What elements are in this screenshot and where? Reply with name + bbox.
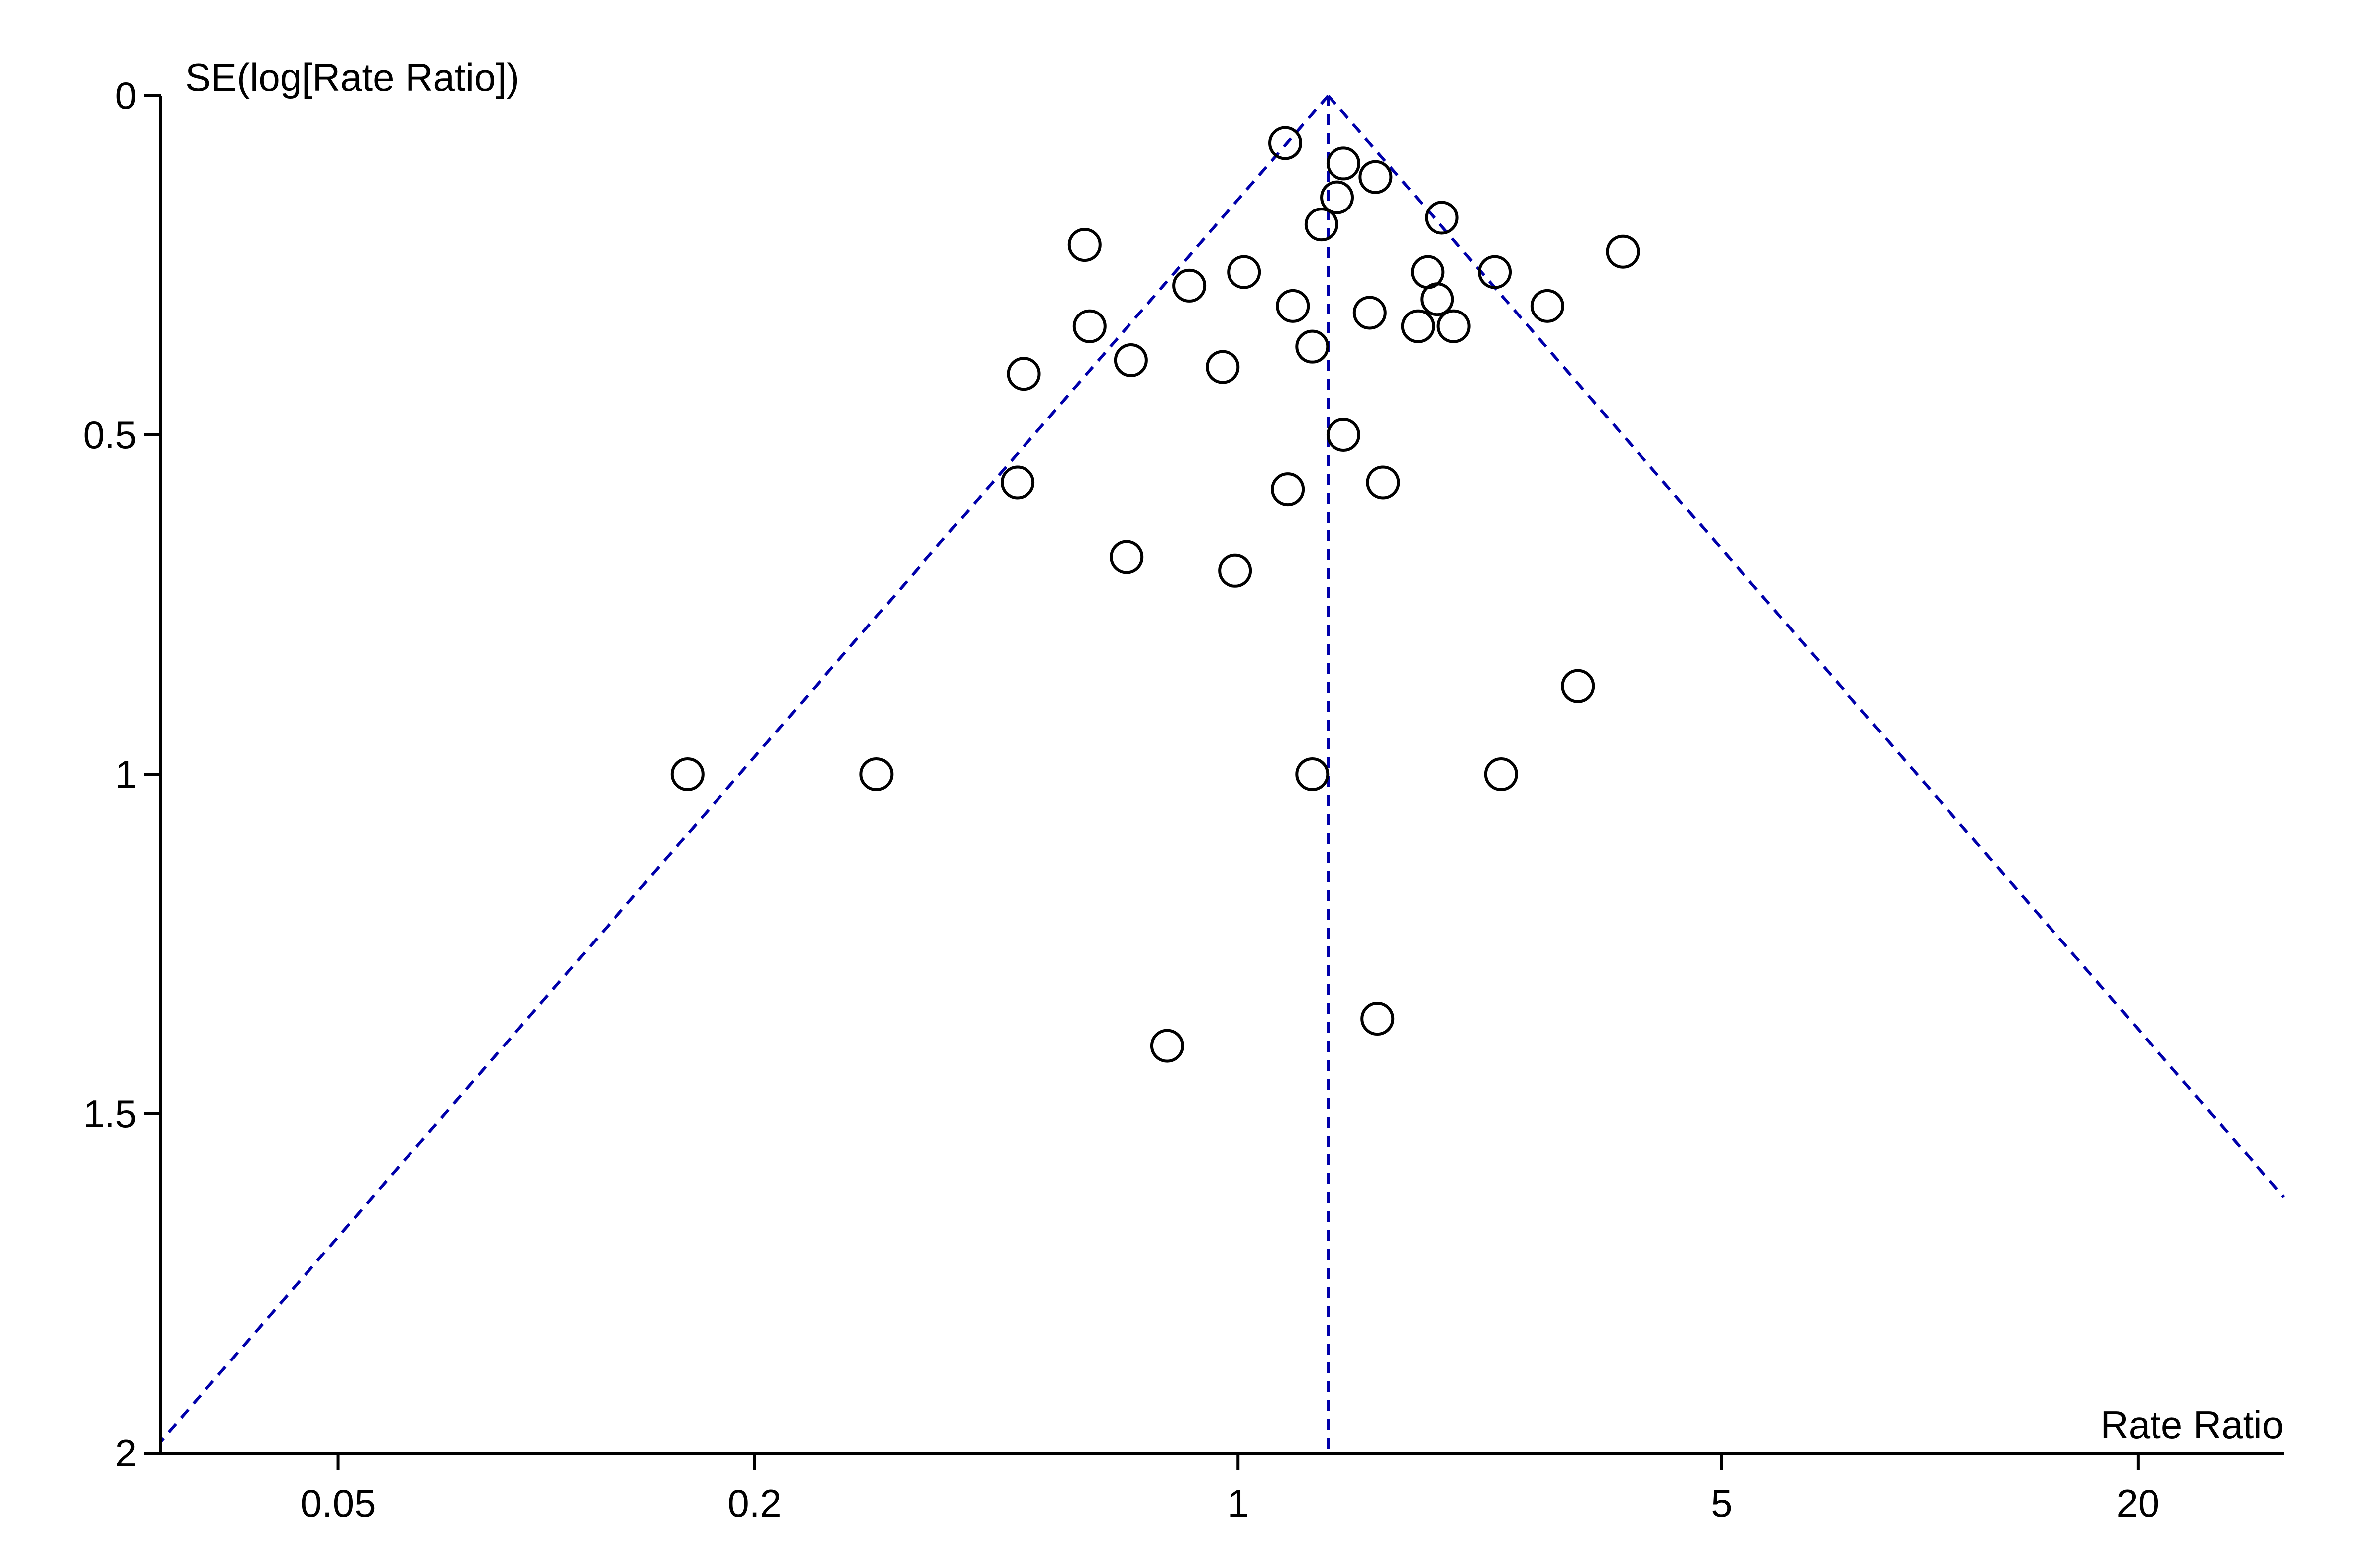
y-tick-label: 0 xyxy=(115,74,137,117)
study-point xyxy=(1326,146,1360,181)
study-point xyxy=(1606,234,1640,269)
study-point xyxy=(1352,296,1387,330)
study-point xyxy=(1420,282,1454,316)
study-point xyxy=(1007,357,1041,391)
study-point xyxy=(1218,553,1252,588)
study-point xyxy=(1001,465,1035,500)
study-point xyxy=(1072,309,1107,343)
study-point xyxy=(1478,255,1512,289)
study-point xyxy=(1436,309,1471,343)
study-point xyxy=(1425,201,1459,235)
study-point xyxy=(1150,1029,1184,1063)
study-point xyxy=(1326,418,1360,452)
y-tick-label: 1 xyxy=(115,752,137,796)
study-point xyxy=(1276,289,1310,323)
study-point xyxy=(1401,309,1435,343)
x-axis-title: Rate Ratio xyxy=(2100,1403,2284,1447)
x-tick-label: 1 xyxy=(1228,1481,1249,1525)
study-point xyxy=(1358,160,1393,194)
x-tick-label: 0.05 xyxy=(301,1481,376,1525)
study-point xyxy=(670,757,705,791)
study-point xyxy=(1271,472,1305,507)
study-point xyxy=(1295,757,1330,791)
funnel-layer xyxy=(159,95,2285,1451)
axes-layer: SE(log[Rate Ratio]) Rate Ratio 0 0.5 1 1.5 2… xyxy=(83,55,2284,1525)
study-point xyxy=(1295,329,1330,364)
y-axis-title: SE(log[Rate Ratio]) xyxy=(185,55,519,99)
y-tick-label: 0.5 xyxy=(83,413,137,457)
funnel-left-limit xyxy=(159,95,1330,1443)
x-tick-label: 5 xyxy=(1711,1481,1732,1525)
study-point xyxy=(1110,540,1144,574)
study-point xyxy=(1227,255,1261,289)
study-point xyxy=(1561,669,1595,703)
study-point xyxy=(1360,1002,1395,1036)
study-point xyxy=(1172,268,1207,303)
study-point xyxy=(859,757,894,791)
study-point xyxy=(1268,126,1303,160)
y-tick-label: 1.5 xyxy=(83,1092,137,1136)
points-layer xyxy=(670,126,1640,1063)
study-point xyxy=(1114,343,1148,377)
y-tick-label: 2 xyxy=(115,1431,137,1475)
x-tick-label: 0.2 xyxy=(727,1481,781,1525)
study-point xyxy=(1067,228,1102,262)
study-point xyxy=(1484,757,1518,791)
study-point xyxy=(1366,465,1400,500)
x-tick-label: 20 xyxy=(2116,1481,2159,1525)
study-point xyxy=(1206,350,1240,384)
study-point xyxy=(1320,180,1354,214)
study-point xyxy=(1304,208,1338,242)
study-point xyxy=(1530,289,1564,323)
funnel-right-limit xyxy=(1327,95,2285,1198)
